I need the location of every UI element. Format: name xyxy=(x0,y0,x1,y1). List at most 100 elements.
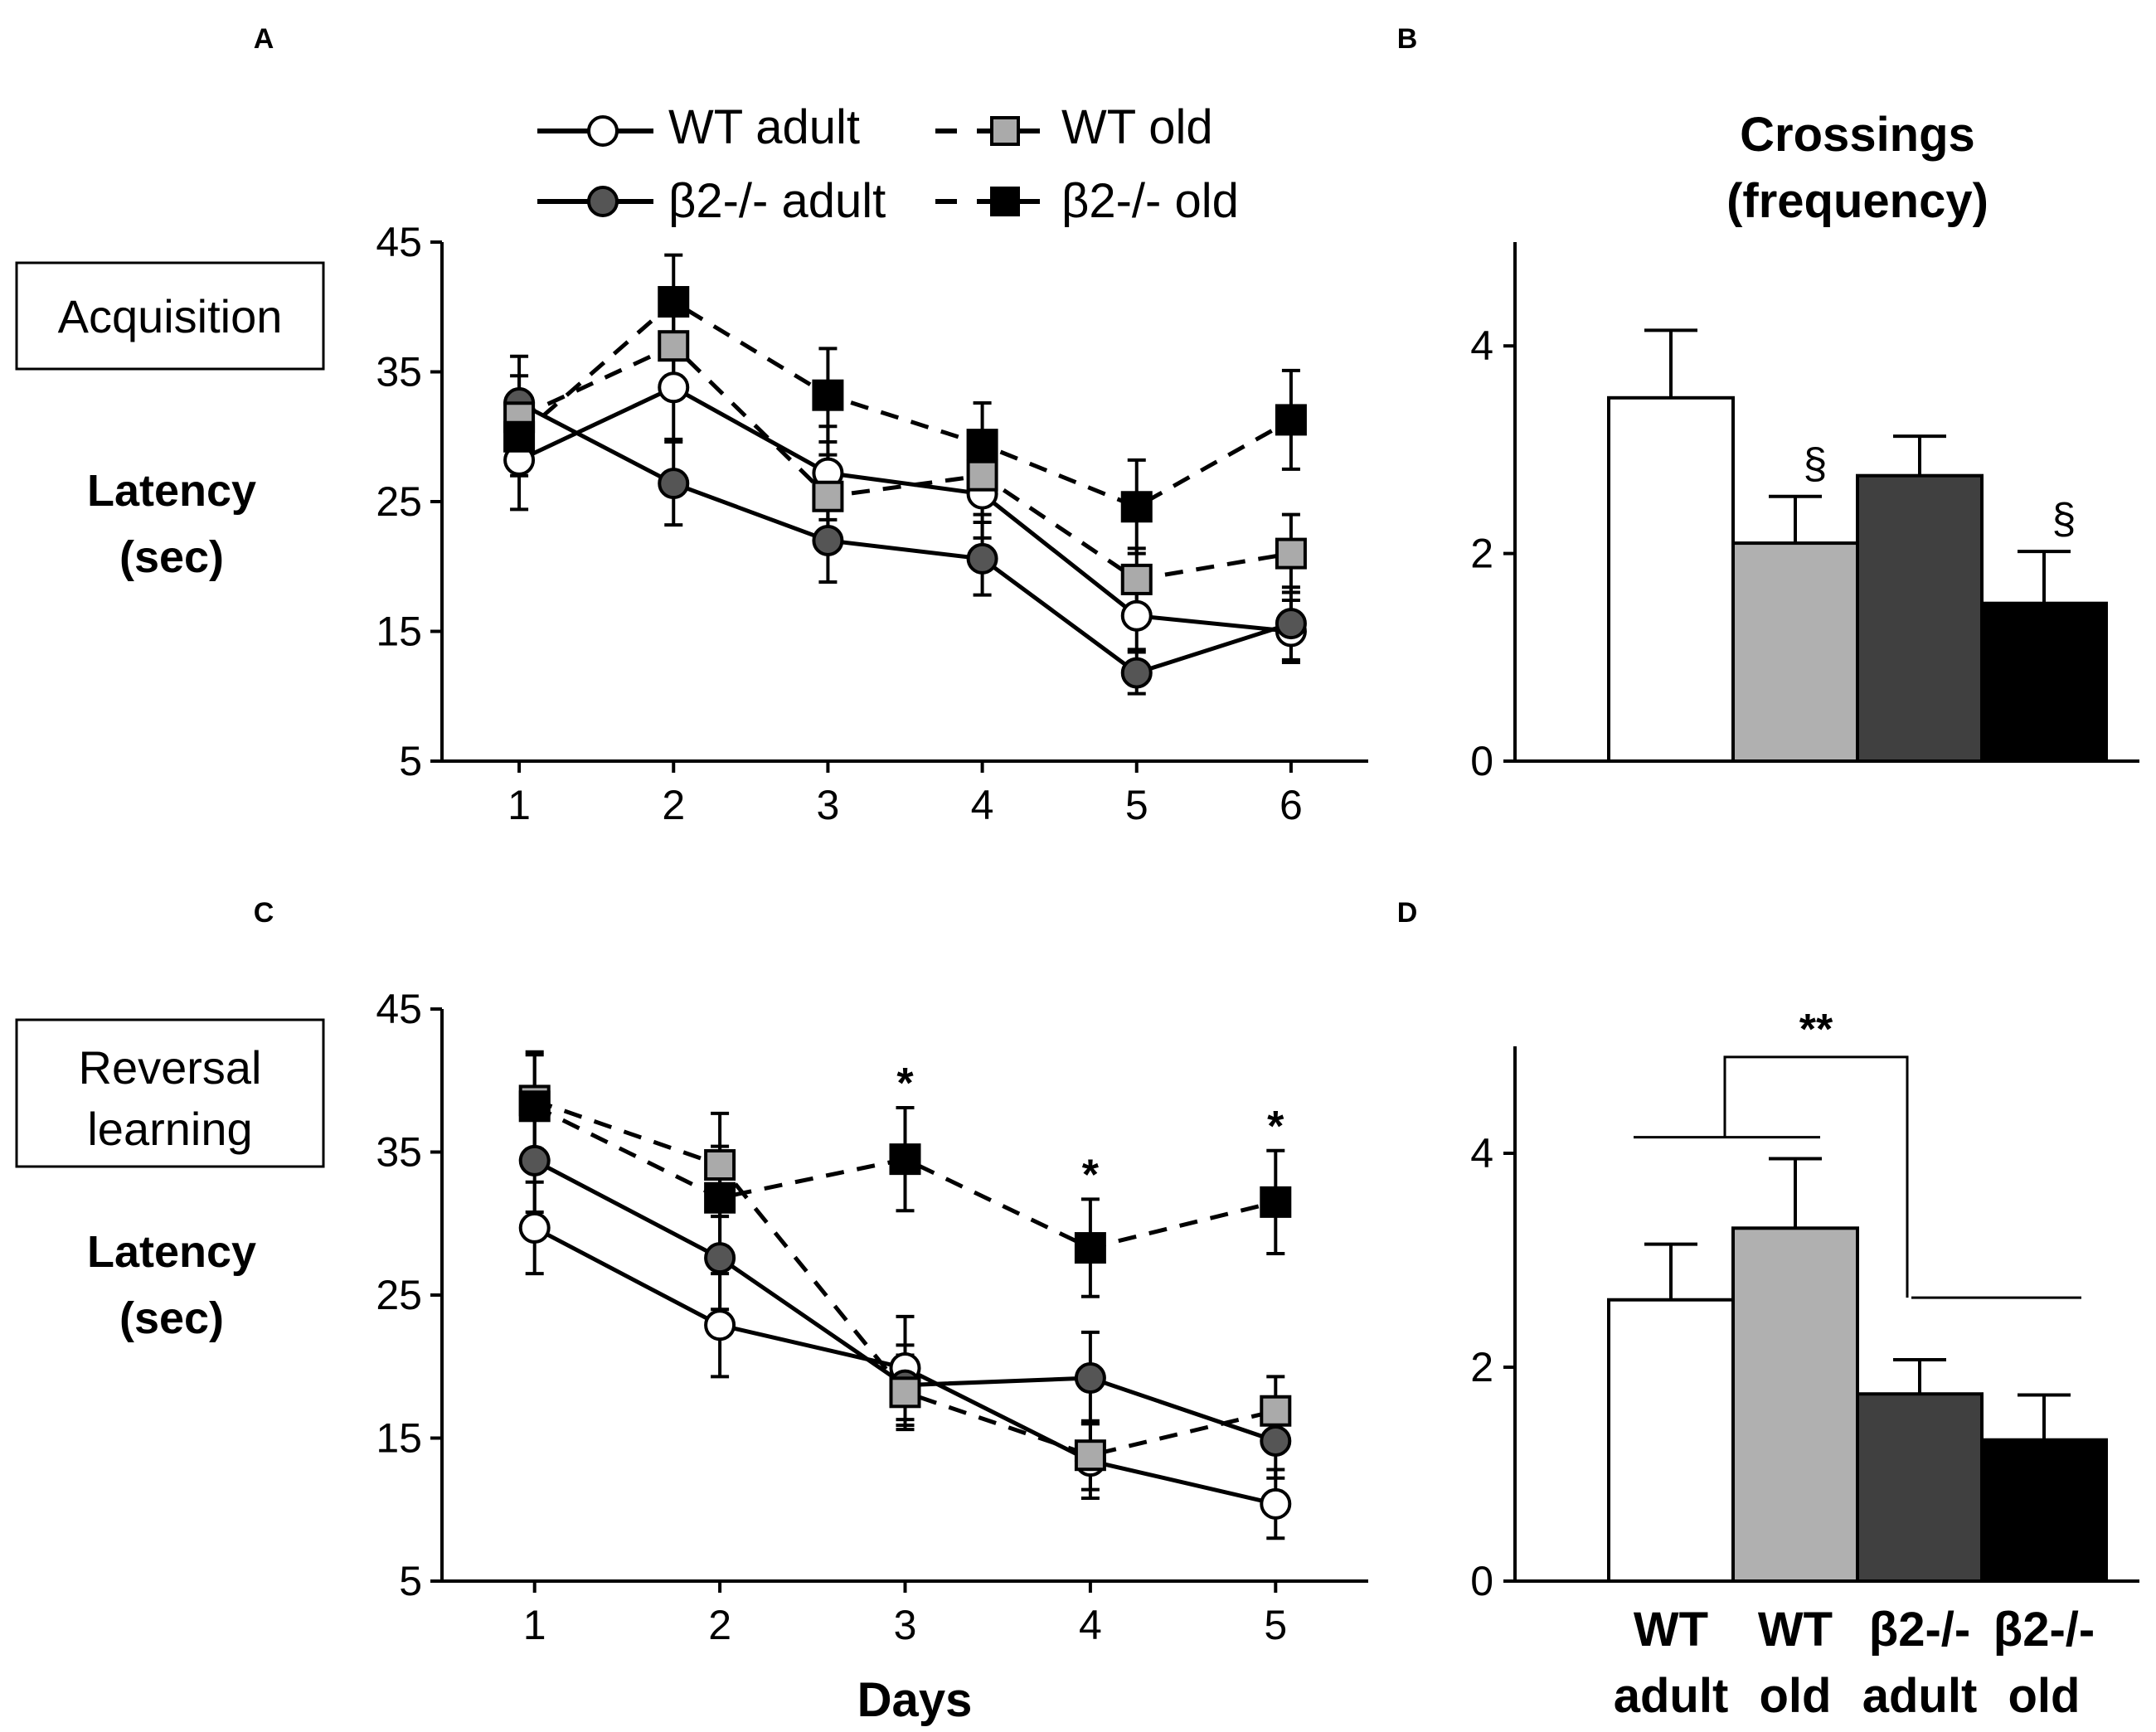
category-label-b2-old: β2-/- xyxy=(1993,1603,2095,1657)
x-tick-label-c: 5 xyxy=(1264,1602,1287,1648)
latency-label-a-line2: (sec) xyxy=(119,532,224,582)
point-b2-old-a xyxy=(658,285,690,318)
panel-letter-b: B xyxy=(1397,23,1418,55)
point-wt-old-a xyxy=(966,459,998,492)
point-b2-old-c xyxy=(704,1181,736,1214)
legend-item-b2-adult: β2-/- adult xyxy=(537,174,886,228)
y-tick-label-c: 45 xyxy=(376,986,422,1032)
bar-wt-adult-d xyxy=(1607,1298,1735,1583)
bar-b2-old-d xyxy=(1980,1438,2108,1583)
point-wt-adult-a xyxy=(658,371,690,404)
bar-wt-old-d xyxy=(1731,1226,1859,1584)
category-label-b2-adult: adult xyxy=(1862,1669,1978,1723)
panel-letter-a: A xyxy=(254,23,274,55)
y-tick-label-c: 25 xyxy=(376,1272,422,1318)
category-label-wt-old: WT xyxy=(1758,1603,1833,1657)
point-b2-adult-c xyxy=(1074,1362,1106,1395)
y-tick-label-a: 35 xyxy=(376,349,422,395)
point-wt-old-a xyxy=(1120,563,1153,595)
x-tick-label-c: 1 xyxy=(523,1602,546,1648)
crossings-title-line1: Crossings xyxy=(1740,108,1975,162)
point-wt-adult-a xyxy=(1120,599,1153,632)
point-b2-adult-a xyxy=(1120,657,1153,689)
point-wt-old-c xyxy=(704,1149,736,1181)
significance-star-c: * xyxy=(896,1060,914,1108)
x-tick-label-c: 4 xyxy=(1079,1602,1102,1648)
bar-b2-adult-d xyxy=(1856,1392,1984,1583)
category-label-wt-adult: adult xyxy=(1614,1669,1729,1723)
significance-star-c: * xyxy=(1082,1151,1100,1199)
y-tick-label-c: 5 xyxy=(399,1558,422,1604)
x-tick-label-c: 2 xyxy=(708,1602,731,1648)
category-label-b2-old: old xyxy=(2008,1669,2081,1723)
panel-letter-d: D xyxy=(1397,897,1418,929)
series-line-wt-adult-a xyxy=(518,385,1292,633)
latency-label-a-line1: Latency xyxy=(87,466,256,516)
x-tick-label-a: 1 xyxy=(507,782,531,828)
point-b2-adult-c xyxy=(1260,1424,1292,1457)
significance-mark-b: § xyxy=(2052,495,2076,543)
y-tick-label-a: 5 xyxy=(399,738,422,784)
latency-label-c-line1: Latency xyxy=(87,1227,256,1277)
point-b2-old-a xyxy=(1120,491,1153,523)
point-wt-adult-c xyxy=(518,1211,551,1244)
legend-marker-wt-old xyxy=(990,116,1020,146)
legend-label-wt-old: WT old xyxy=(1061,100,1213,154)
point-b2-adult-a xyxy=(812,524,844,556)
point-b2-old-c xyxy=(518,1090,551,1123)
comparison-stars: ** xyxy=(1799,1006,1833,1054)
series-line-b2-adult-a xyxy=(517,400,1292,676)
point-wt-old-a xyxy=(812,480,844,512)
chart-d: 0 2 4 WT adult WT old β2-/- adult β2-/- old ** xyxy=(1470,1006,2139,1723)
legend: WT adult β2-/- adult WT old β2-/- old xyxy=(537,100,1239,228)
point-b2-old-c xyxy=(1260,1186,1292,1218)
legend-label-wt-adult: WT adult xyxy=(668,100,860,154)
legend-label-b2-old: β2-/- old xyxy=(1061,174,1239,228)
category-label-b2-adult: β2-/- xyxy=(1869,1603,1970,1657)
category-label-wt-old: old xyxy=(1760,1669,1832,1723)
point-b2-old-a xyxy=(1275,404,1307,436)
y-tick-label-a: 45 xyxy=(376,219,422,265)
bar-b2-old-b xyxy=(1980,601,2108,763)
legend-marker-wt-adult xyxy=(587,115,619,147)
significance-star-c: * xyxy=(1267,1103,1284,1151)
comparison-bracket xyxy=(1723,1055,1909,1298)
y-tick-label-d: 2 xyxy=(1470,1344,1493,1390)
point-b2-old-a xyxy=(503,420,536,453)
legend-item-wt-adult: WT adult xyxy=(537,100,860,154)
bar-b2-adult-b xyxy=(1856,473,1984,763)
point-b2-adult-a xyxy=(1275,608,1307,640)
y-tick-label-b: 4 xyxy=(1470,323,1493,369)
point-wt-old-c xyxy=(1074,1439,1106,1472)
point-b2-old-a xyxy=(812,379,844,411)
point-wt-old-c xyxy=(1260,1395,1292,1427)
reversal-label-line1: Reversal xyxy=(79,1041,262,1094)
legend-marker-b2-adult xyxy=(587,186,619,217)
bar-wt-old-b xyxy=(1731,541,1859,764)
point-b2-old-c xyxy=(889,1143,921,1176)
point-wt-old-c xyxy=(889,1376,921,1409)
y-tick-label-c: 35 xyxy=(376,1129,422,1176)
point-b2-adult-a xyxy=(966,542,998,575)
x-tick-label-a: 4 xyxy=(971,782,994,828)
series-line-wt-old-a xyxy=(518,343,1292,582)
point-wt-adult-c xyxy=(704,1309,736,1341)
acquisition-label: Acquisition xyxy=(58,290,283,342)
point-wt-old-a xyxy=(658,330,690,362)
chart-b: 0 2 4 § § xyxy=(1470,242,2139,784)
y-tick-label-a: 25 xyxy=(376,478,422,525)
x-tick-label-a: 5 xyxy=(1125,782,1148,828)
y-tick-label-d: 0 xyxy=(1470,1558,1493,1604)
significance-mark-b: § xyxy=(1804,440,1828,488)
point-b2-adult-c xyxy=(518,1144,551,1176)
point-b2-old-c xyxy=(1074,1232,1106,1264)
y-tick-label-d: 4 xyxy=(1470,1130,1493,1176)
crossings-title-line2: (frequency) xyxy=(1726,174,1988,228)
point-b2-old-a xyxy=(966,429,998,461)
reversal-label-box: Reversal learning xyxy=(15,1018,325,1168)
legend-label-b2-adult: β2-/- adult xyxy=(668,174,886,228)
bar-wt-adult-b xyxy=(1607,395,1735,763)
y-tick-label-b: 0 xyxy=(1470,738,1493,784)
